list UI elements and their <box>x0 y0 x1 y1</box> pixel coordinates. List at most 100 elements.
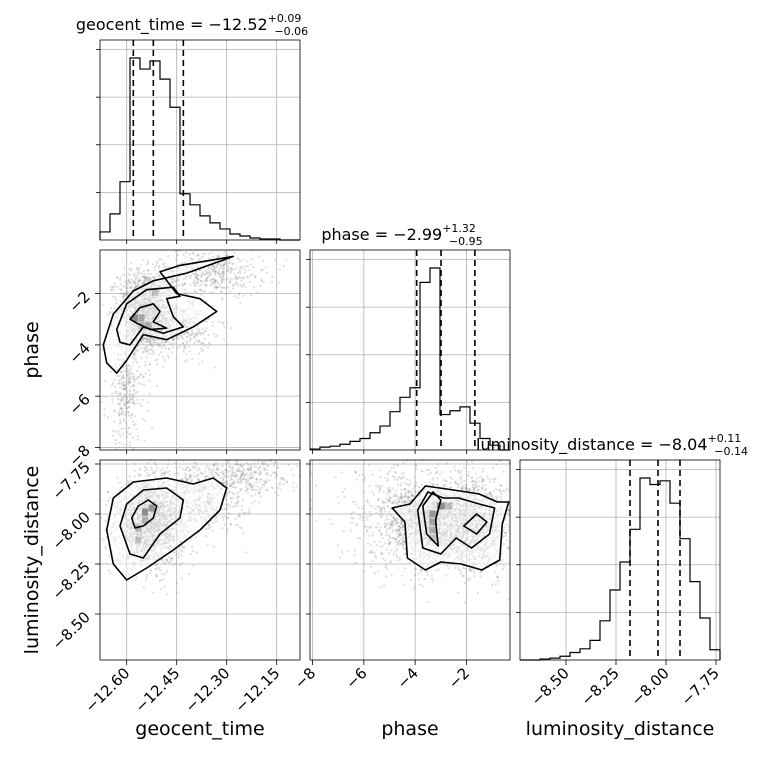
sample-point <box>248 484 252 487</box>
sample-point <box>213 280 216 283</box>
sample-point <box>195 272 198 275</box>
sample-point <box>125 422 128 425</box>
sample-point <box>120 376 124 379</box>
sample-point <box>216 513 219 516</box>
sample-point <box>120 292 123 295</box>
sample-point <box>223 515 226 518</box>
sample-point <box>126 401 129 404</box>
sample-point <box>135 428 138 431</box>
sample-point <box>181 342 185 345</box>
sample-point <box>141 282 144 285</box>
sample-point <box>118 422 121 425</box>
sample-point <box>184 261 187 264</box>
sample-point <box>114 442 117 445</box>
sample-point <box>139 468 142 471</box>
sample-point <box>154 475 157 478</box>
sample-point <box>222 270 225 274</box>
sample-point <box>179 283 182 286</box>
sample-point <box>132 400 135 403</box>
sample-point <box>153 276 156 279</box>
sample-point <box>118 413 121 416</box>
sample-point <box>151 471 154 474</box>
sample-point <box>116 398 119 401</box>
sample-point <box>207 333 210 337</box>
sample-point <box>202 252 205 255</box>
sample-point <box>191 329 194 332</box>
sample-point <box>211 321 214 324</box>
sample-point <box>103 408 106 411</box>
sample-point <box>139 271 142 274</box>
sample-point <box>142 275 145 278</box>
sample-point <box>185 479 188 482</box>
sample-point <box>222 270 225 273</box>
sample-point <box>223 263 226 266</box>
sample-point <box>201 273 204 276</box>
sample-point <box>215 286 218 289</box>
sample-point <box>212 282 215 285</box>
sample-point <box>218 262 221 265</box>
sample-point <box>136 282 139 285</box>
sample-point <box>242 511 245 514</box>
sample-point <box>209 278 213 281</box>
sample-point <box>113 378 116 381</box>
sample-point <box>197 288 201 291</box>
sample-point <box>128 481 131 484</box>
sample-point <box>209 526 212 529</box>
sample-point <box>128 396 131 399</box>
sample-point <box>218 283 221 286</box>
sample-point <box>194 272 197 275</box>
sample-point <box>207 318 210 321</box>
sample-point <box>213 270 216 273</box>
sample-point <box>174 563 177 566</box>
sample-point <box>180 262 183 265</box>
sample-point <box>197 474 200 477</box>
sample-point <box>129 286 132 289</box>
sample-point <box>232 284 236 287</box>
sample-point <box>123 292 126 295</box>
sample-point <box>237 284 240 287</box>
sample-point <box>144 466 148 470</box>
sample-point <box>146 350 150 353</box>
sample-point <box>151 427 154 430</box>
sample-point <box>191 272 194 275</box>
sample-point <box>184 282 187 285</box>
sample-point <box>222 263 225 266</box>
sample-point <box>141 338 144 342</box>
sample-point <box>190 291 194 294</box>
sample-point <box>138 474 141 477</box>
sample-point <box>122 418 125 421</box>
sample-point <box>146 269 149 272</box>
sample-point <box>125 367 128 370</box>
sample-point <box>278 281 281 284</box>
sample-point <box>208 271 211 274</box>
sample-point <box>128 286 131 290</box>
sample-point <box>198 479 201 482</box>
sample-point <box>233 502 237 505</box>
sample-point <box>120 399 123 402</box>
sample-point <box>161 572 164 575</box>
sample-point <box>111 434 115 437</box>
sample-point <box>120 407 123 410</box>
sample-point <box>154 568 157 571</box>
sample-point <box>163 561 166 564</box>
sample-point <box>242 282 245 285</box>
sample-point <box>113 420 116 423</box>
sample-point <box>218 321 221 324</box>
sample-point <box>179 466 182 469</box>
sample-point <box>191 466 194 469</box>
sample-point <box>195 475 198 478</box>
sample-point <box>175 336 178 339</box>
sample-point <box>114 391 117 394</box>
sample-point <box>167 463 170 466</box>
sample-point <box>235 278 238 281</box>
sample-point <box>183 292 186 295</box>
sample-point <box>155 573 158 576</box>
sample-point <box>118 481 121 484</box>
sample-point <box>189 476 192 479</box>
sample-point <box>218 275 221 278</box>
sample-point <box>217 254 220 258</box>
sample-point <box>133 384 136 387</box>
sample-point <box>207 272 210 275</box>
sample-point <box>226 528 229 531</box>
sample-point <box>161 346 164 350</box>
